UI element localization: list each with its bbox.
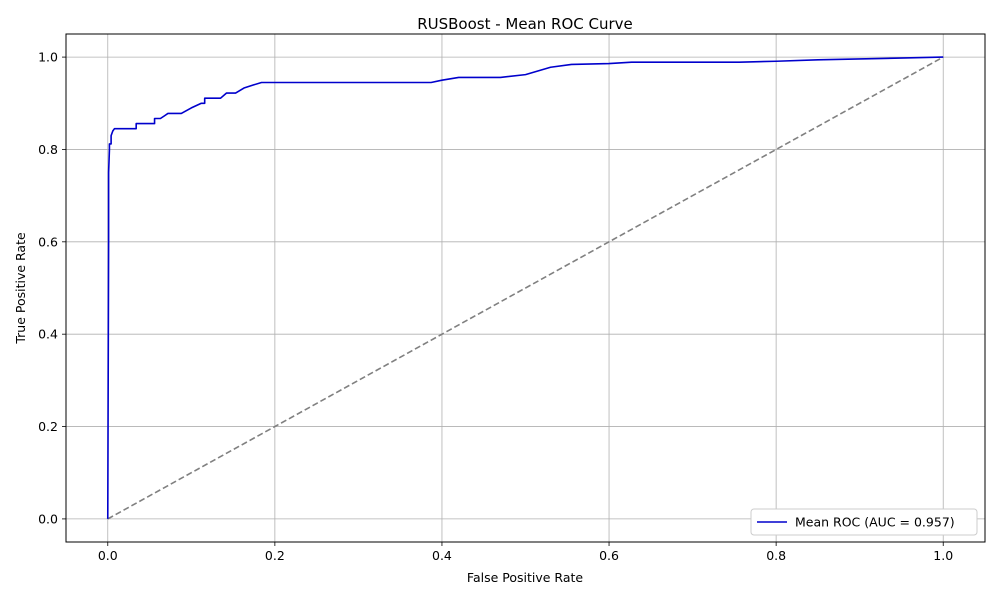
plot-frame xyxy=(65,33,986,543)
x-tick-label-3: 0.6 xyxy=(599,548,619,563)
x-tick-label-5: 1.0 xyxy=(933,548,953,563)
y-tick-label-4: 0.8 xyxy=(38,142,58,157)
series-line-chance-diagonal xyxy=(107,56,944,520)
chart-title: RUSBoost - Mean ROC Curve xyxy=(417,15,633,33)
y-tick-label-0: 0.0 xyxy=(38,511,58,526)
legend-label-mean-roc: Mean ROC (AUC = 0.957) xyxy=(795,515,955,530)
x-axis-label: False Positive Rate xyxy=(467,570,583,585)
series-line-mean-roc xyxy=(106,56,944,519)
y-tick-label-1: 0.2 xyxy=(38,419,58,434)
x-tick-label-0: 0.0 xyxy=(98,548,118,563)
y-tick-label-2: 0.4 xyxy=(38,327,58,342)
legend: Mean ROC (AUC = 0.957) xyxy=(750,508,978,536)
tick-layer: 0.0 0.2 0.4 0.6 0.8 1.0 0.0 0.2 0.4 0.6 0.8 1.0 xyxy=(38,50,953,563)
x-tick-label-1: 0.2 xyxy=(265,548,285,563)
legend-box xyxy=(750,508,978,536)
x-tick-label-4: 0.8 xyxy=(766,548,786,563)
series-layer xyxy=(106,56,944,520)
y-axis-label: True Positive Rate xyxy=(13,232,28,345)
y-tick-label-5: 1.0 xyxy=(38,50,58,65)
y-tick-label-3: 0.6 xyxy=(38,234,58,249)
x-tick-label-2: 0.4 xyxy=(432,548,452,563)
